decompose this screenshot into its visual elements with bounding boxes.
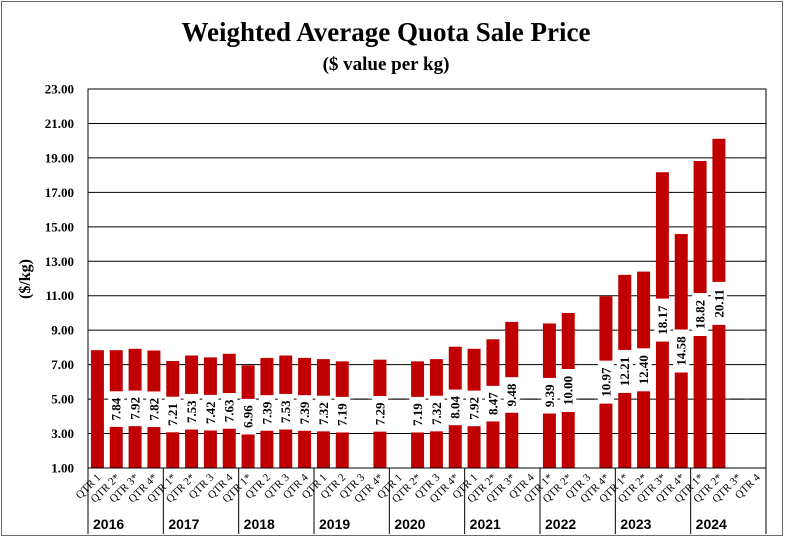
data-label: 7.82	[146, 398, 161, 421]
data-label: 20.11	[711, 289, 726, 318]
data-label: 7.53	[184, 400, 199, 423]
data-label: 7.19	[410, 403, 425, 426]
year-labels: 2016 2017 2018 2019 2020 2021 2022 2023 2024	[87, 468, 767, 534]
y-tick-label: 5.00	[51, 392, 74, 407]
y-tick-label: 21.00	[45, 116, 74, 131]
data-label: 18.17	[655, 305, 670, 335]
data-label-bg	[108, 391, 125, 427]
bar	[90, 350, 104, 468]
data-label-bg	[597, 360, 614, 404]
data-label: 8.04	[448, 395, 463, 418]
data-label: 7.92	[467, 397, 482, 420]
data-label-bg	[484, 385, 501, 422]
data-label-bg	[635, 348, 652, 392]
data-label-bg	[692, 293, 709, 337]
year-label: 2019	[319, 516, 350, 532]
data-label: 7.39	[259, 401, 274, 424]
data-label: 10.00	[561, 376, 576, 405]
data-label-bg	[541, 377, 558, 414]
data-label-bg	[164, 396, 181, 433]
y-tick-label: 1.00	[51, 461, 74, 476]
data-label-bg	[221, 393, 238, 429]
data-label: 7.39	[297, 401, 312, 424]
data-label-bg	[447, 389, 464, 426]
data-label: 7.32	[316, 402, 331, 425]
data-label-bg	[127, 390, 144, 427]
y-tick-label: 23.00	[45, 82, 74, 97]
data-label-bg	[296, 395, 313, 431]
data-label-bg	[654, 298, 671, 342]
data-label-bg	[240, 398, 257, 435]
data-label: 7.19	[335, 403, 350, 426]
data-label-bg	[560, 368, 577, 412]
year-label: 2022	[545, 516, 576, 532]
y-tick-label: 3.00	[51, 426, 74, 441]
data-label: 7.29	[372, 402, 387, 425]
data-label-bg	[145, 391, 162, 428]
data-label: 7.32	[429, 402, 444, 425]
data-label: 8.47	[485, 392, 500, 415]
data-label-bg	[503, 377, 520, 413]
y-tick-label: 9.00	[51, 323, 74, 338]
chart-title: Weighted Average Quota Sale Price	[182, 17, 591, 47]
year-label: 2021	[470, 516, 501, 532]
y-axis-label: ($/kg)	[17, 259, 34, 299]
year-label: 2016	[93, 516, 124, 532]
data-label-bg	[334, 396, 351, 433]
data-label-bg	[258, 395, 275, 431]
y-tick-label: 7.00	[51, 357, 74, 372]
data-label: 7.53	[278, 400, 293, 423]
data-label-bg	[315, 395, 332, 432]
data-label: 7.92	[128, 397, 143, 420]
data-label: 10.97	[598, 367, 613, 397]
data-label-bg	[202, 394, 219, 431]
data-label-bg	[710, 281, 727, 325]
year-label: 2024	[696, 516, 727, 532]
data-label-bg	[466, 390, 483, 427]
data-label: 6.96	[241, 405, 256, 428]
data-label-bg	[673, 329, 690, 373]
y-tick-label: 11.00	[45, 288, 74, 303]
data-label-bg	[428, 395, 445, 432]
y-tick-label: 15.00	[45, 219, 74, 234]
y-tick-labels: 1.00 3.00 5.00 7.00 9.00 11.00 13.00 15.00 17.00…	[45, 82, 74, 476]
data-label-bg	[183, 393, 200, 430]
year-label: 2017	[168, 516, 199, 532]
data-label-bg	[409, 396, 426, 433]
data-labels: 7.84 7.92 7.82 7.21 7.53 7.42 7.63 6.96 7.39 7.53…	[108, 281, 727, 435]
year-label: 2023	[620, 516, 651, 532]
plot-area-border	[87, 88, 767, 469]
y-tick-label: 17.00	[45, 185, 74, 200]
data-label: 7.21	[165, 403, 180, 426]
chart-subtitle: ($ value per kg)	[323, 54, 450, 75]
data-label-bg	[277, 393, 294, 430]
data-label: 18.82	[693, 300, 708, 329]
data-label: 9.39	[542, 384, 557, 407]
data-label: 14.58	[674, 336, 689, 366]
y-tick-label: 19.00	[45, 150, 74, 165]
data-label-bg	[616, 349, 633, 393]
year-label: 2020	[394, 516, 425, 532]
data-label: 9.48	[504, 383, 519, 406]
data-label: 12.21	[617, 357, 632, 386]
year-label: 2018	[244, 516, 275, 532]
data-label: 7.84	[109, 397, 124, 420]
data-label-bg	[371, 396, 388, 432]
data-label: 7.63	[222, 399, 237, 422]
data-label: 12.40	[636, 355, 651, 384]
y-tick-label: 13.00	[45, 254, 74, 269]
data-label: 7.42	[203, 401, 218, 424]
